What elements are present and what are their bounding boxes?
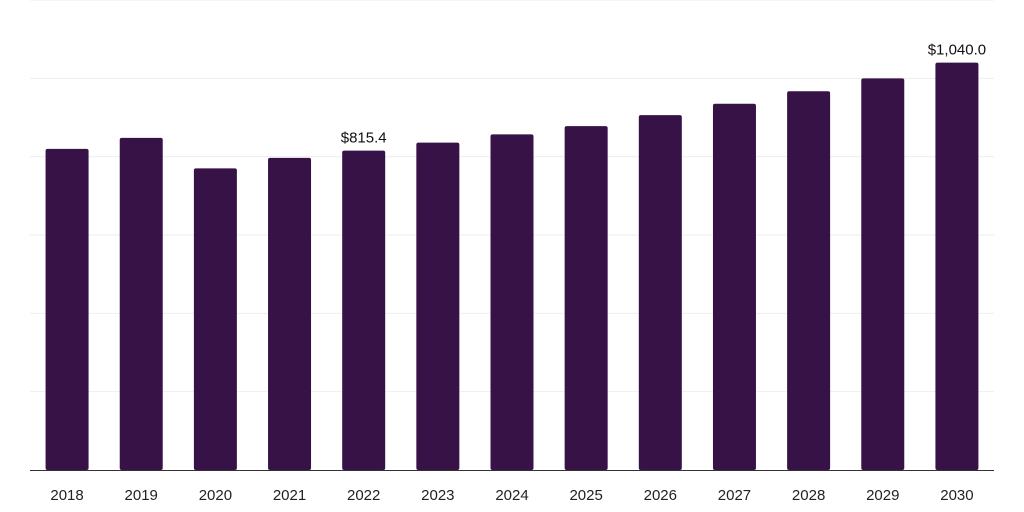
bar-2018[interactable] [45, 148, 89, 471]
x-tick-label-2019: 2019 [125, 487, 158, 504]
x-tick-label-2026: 2026 [644, 487, 677, 504]
x-tick-label-2020: 2020 [199, 487, 232, 504]
data-label-2030: $1,040.0 [928, 42, 986, 59]
bar-2019[interactable] [119, 137, 163, 470]
x-tick-label-2018: 2018 [50, 487, 83, 504]
bar-2021[interactable] [268, 157, 312, 470]
bar-2028[interactable] [787, 91, 831, 470]
bar-2025[interactable] [564, 126, 608, 470]
bar-2027[interactable] [712, 103, 756, 471]
x-tick-label-2022: 2022 [347, 487, 380, 504]
x-tick-label-2021: 2021 [273, 487, 306, 504]
x-tick-label-2023: 2023 [421, 487, 454, 504]
bar-2020[interactable] [193, 168, 237, 470]
x-tick-label-2030: 2030 [940, 487, 973, 504]
x-tick-label-2025: 2025 [569, 487, 602, 504]
bar-2022[interactable] [342, 150, 386, 470]
bar-2030[interactable] [935, 62, 979, 471]
x-tick-label-2024: 2024 [495, 487, 528, 504]
data-label-2022: $815.4 [341, 130, 387, 147]
bar-2024[interactable] [490, 134, 534, 470]
x-tick-label-2028: 2028 [792, 487, 825, 504]
x-tick-label-2029: 2029 [866, 487, 899, 504]
bar-2026[interactable] [638, 115, 682, 471]
x-tick-labels: 2018 2019 2020 2021 2022 2023 2024 2025 2026 2027… [50, 487, 973, 504]
bar-2029[interactable] [861, 78, 905, 470]
data-labels: $815.4 $1,040.0 [341, 42, 986, 147]
x-tick-label-2027: 2027 [718, 487, 751, 504]
bars [45, 62, 979, 471]
bar-2023[interactable] [416, 142, 460, 471]
